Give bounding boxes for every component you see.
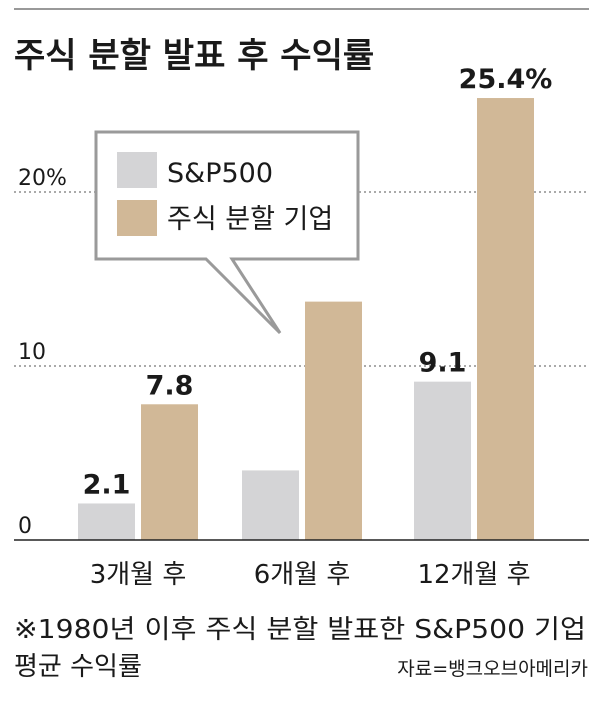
bar (141, 404, 198, 540)
legend-swatch-split-companies (117, 200, 157, 236)
data-label: 2.1 (83, 469, 131, 500)
bar (414, 381, 471, 540)
bar (78, 503, 135, 540)
footnote-line1: ※1980년 이후 주식 분할 발표한 S&P500 기업 (14, 615, 586, 645)
legend: S&P500 주식 분할 기업 (94, 130, 360, 335)
data-label: 7.8 (146, 370, 194, 401)
legend-label-sp500: S&P500 (167, 158, 273, 189)
y-tick-label: 0 (18, 514, 32, 539)
bar (305, 301, 362, 540)
legend-swatch-sp500 (117, 152, 157, 188)
x-tick-label: 12개월 후 (417, 560, 530, 590)
legend-label-split-companies: 주식 분할 기업 (167, 204, 333, 235)
label-layer: 0 10 20% 2.1 9.1 7.8 25.4% 3개월 후 6개월 후 12개월 후 (18, 64, 552, 590)
bar (242, 470, 299, 540)
x-tick-label: 3개월 후 (90, 560, 187, 590)
source-label: 자료=뱅크오브아메리카 (397, 658, 588, 680)
footnote-line2: 평균 수익률 (14, 652, 142, 682)
data-label: 9.1 (419, 348, 467, 379)
data-label: 25.4% (459, 64, 553, 95)
bar-layer (78, 98, 534, 540)
chart-title: 주식 분할 발표 후 수익률 (14, 36, 374, 76)
y-tick-label: 10 (18, 340, 46, 365)
legend-callout (94, 130, 360, 335)
bar (477, 98, 534, 540)
x-tick-label: 6개월 후 (254, 560, 351, 590)
y-tick-label: 20% (18, 166, 67, 191)
